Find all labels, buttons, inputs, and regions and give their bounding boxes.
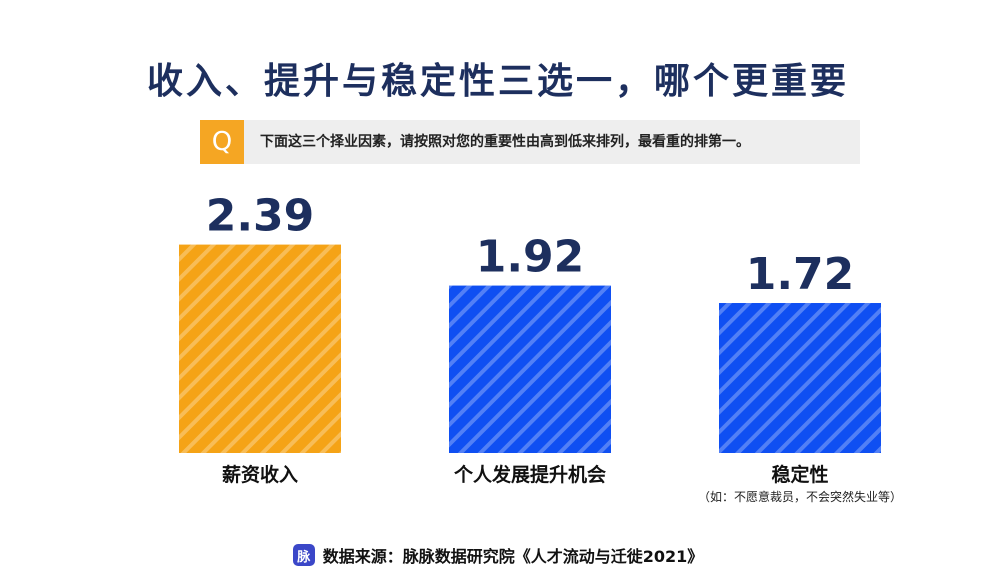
question-icon: Q	[200, 120, 244, 164]
category-label-2: 稳定性	[771, 463, 828, 486]
category-label-1: 个人发展提升机会	[453, 463, 606, 486]
bar-stripes-0	[179, 244, 341, 453]
category-label-0: 薪资收入	[222, 463, 298, 486]
value-label-1: 1.92	[476, 232, 585, 283]
source-text: 数据来源：脉脉数据研究院《人才流动与迁徙2021》	[322, 547, 704, 566]
category-note-2: （如：不愿意裁员，不会突然失业等）	[698, 489, 902, 504]
value-label-0: 2.39	[206, 191, 315, 242]
question-bar: Q 下面这三个择业因素，请按照对您的重要性由高到低来排列，最看重的排第一。	[200, 120, 860, 164]
value-label-2: 1.72	[746, 249, 855, 300]
question-text: 下面这三个择业因素，请按照对您的重要性由高到低来排列，最看重的排第一。	[260, 134, 750, 150]
bar-stripes-2	[719, 303, 881, 453]
bar-stripes-1	[449, 285, 611, 453]
maimai-logo-icon: 脉	[292, 544, 315, 566]
source-line: 脉 数据来源：脉脉数据研究院《人才流动与迁徙2021》	[0, 543, 996, 567]
chart-title: 收入、提升与稳定性三选一，哪个更重要	[146, 61, 849, 102]
